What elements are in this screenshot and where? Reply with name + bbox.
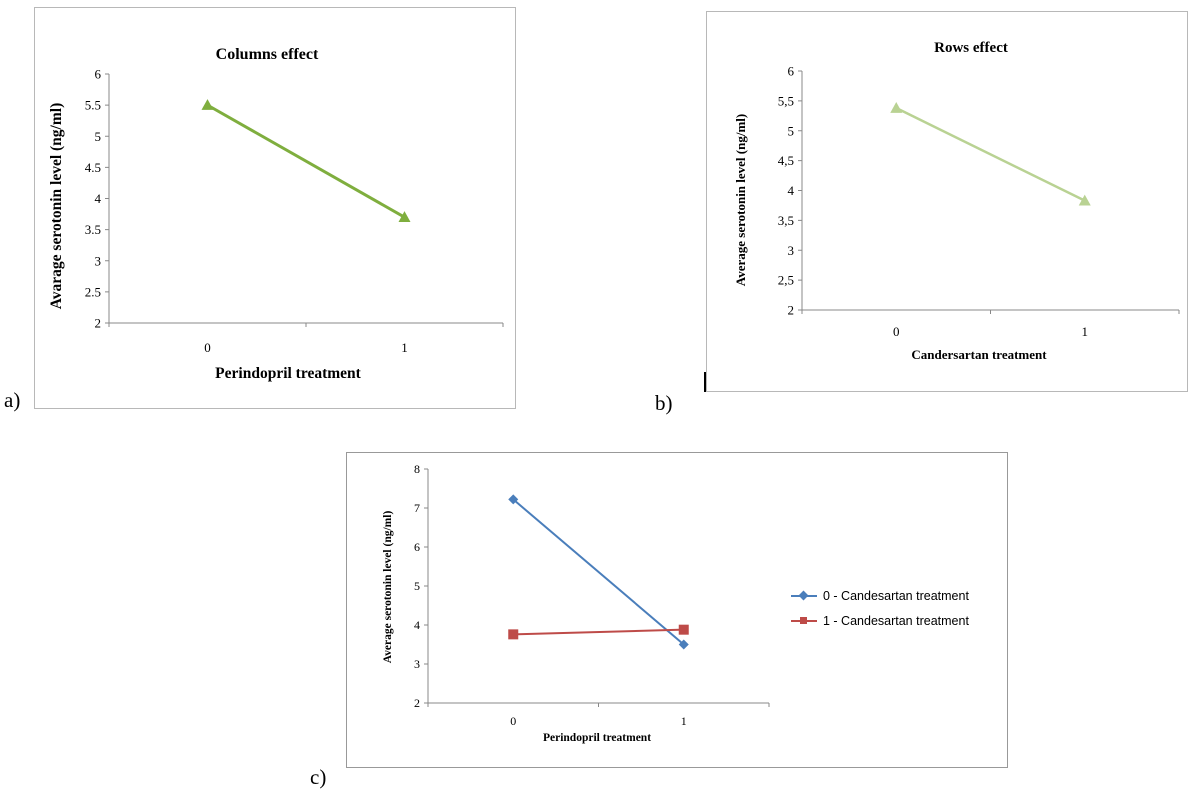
x-tick-label: 1 bbox=[1082, 324, 1089, 339]
panel-label-a: a) bbox=[4, 388, 21, 412]
y-tick-label: 2,5 bbox=[778, 273, 794, 288]
x-tick-label: 1 bbox=[401, 340, 408, 355]
y-tick-label: 2 bbox=[414, 696, 420, 710]
chart-panel-c: 2 3 4 5 6 7 8 0 1 Perindopril treatment Average se… bbox=[346, 452, 1008, 768]
y-tick-label: 2 bbox=[788, 303, 795, 318]
y-tick-label: 4.5 bbox=[85, 160, 101, 175]
panel-label-c: c) bbox=[310, 765, 327, 789]
y-tick-label: 7 bbox=[414, 501, 420, 515]
data-point-0 bbox=[678, 639, 689, 650]
x-tick-label: 0 bbox=[510, 714, 516, 728]
x-axis-label: Perindopril treatment bbox=[543, 732, 651, 744]
data-point-0 bbox=[890, 102, 903, 113]
series-line-0 bbox=[895, 106, 1086, 202]
y-tick-label: 3 bbox=[414, 657, 420, 671]
panel-edge-mark bbox=[704, 372, 706, 392]
y-tick-label: 5 bbox=[414, 579, 420, 593]
y-tick-label: 2 bbox=[95, 316, 102, 331]
chart-legend: 0 - Candesartan treatment 1 - Candesarta… bbox=[791, 586, 969, 636]
x-axis-label: Candersartan treatment bbox=[911, 347, 1047, 362]
data-point-1 bbox=[678, 624, 689, 635]
x-tick-label: 1 bbox=[681, 714, 687, 728]
columns-effect-chart: Columns effect 2 2.5 3 3.5 4 4.5 5 5.5 6 0 1 Perindo… bbox=[48, 46, 504, 382]
data-point-0 bbox=[398, 211, 411, 222]
y-tick-label: 3,5 bbox=[778, 213, 794, 228]
y-tick-label: 5,5 bbox=[778, 93, 794, 108]
legend-label-0: 0 - Candesartan treatment bbox=[823, 589, 969, 603]
y-axis-label: Average serotonin level (ng/ml) bbox=[733, 114, 748, 286]
data-point-0 bbox=[1078, 194, 1091, 206]
legend-label-1: 1 - Candesartan treatment bbox=[823, 614, 969, 628]
y-tick-label: 4 bbox=[95, 191, 102, 206]
y-tick-label: 5 bbox=[95, 129, 102, 144]
y-tick-label: 5.5 bbox=[85, 98, 101, 113]
diamond-marker-icon bbox=[798, 590, 809, 601]
data-point-1 bbox=[508, 629, 519, 640]
y-tick-label: 4 bbox=[788, 183, 795, 198]
y-tick-label: 3.5 bbox=[85, 222, 101, 237]
chart-panel-a: Columns effect 2 2.5 3 3.5 4 4.5 5 5.5 6 0 1 Perindo… bbox=[34, 7, 516, 409]
y-tick-label: 8 bbox=[414, 462, 420, 476]
data-point-0 bbox=[201, 99, 214, 110]
y-axis-label: Avarage serotonin level (ng/ml) bbox=[48, 103, 65, 310]
x-tick-label: 0 bbox=[204, 340, 211, 355]
y-axis-label: Average serotonin level (ng/ml) bbox=[382, 511, 394, 664]
y-tick-label: 6 bbox=[414, 540, 420, 554]
square-marker-icon bbox=[800, 617, 807, 624]
x-axis-label: Perindopril treatment bbox=[215, 365, 361, 382]
data-point-0 bbox=[508, 494, 519, 505]
interaction-chart: 2 3 4 5 6 7 8 0 1 Perindopril treatment Average se… bbox=[382, 462, 770, 744]
y-tick-label: 4,5 bbox=[778, 153, 794, 168]
y-tick-label: 5 bbox=[788, 123, 795, 138]
chart-title: Columns effect bbox=[216, 46, 319, 63]
x-tick-label: 0 bbox=[893, 324, 900, 339]
y-tick-label: 4 bbox=[414, 618, 420, 632]
legend-item-1: 1 - Candesartan treatment bbox=[791, 611, 969, 631]
y-tick-label: 2.5 bbox=[85, 284, 101, 299]
series-line-0 bbox=[206, 103, 406, 219]
series-line-1 bbox=[513, 628, 684, 636]
y-tick-label: 6 bbox=[95, 67, 102, 82]
rows-effect-chart: Rows effect 2 2,5 3 3,5 4 4,5 5 5,5 6 0 1 Candersart… bbox=[733, 40, 1180, 362]
legend-item-0: 0 - Candesartan treatment bbox=[791, 586, 969, 606]
chart-title: Rows effect bbox=[934, 40, 1008, 56]
y-tick-label: 3 bbox=[788, 243, 795, 258]
y-tick-label: 3 bbox=[95, 253, 102, 268]
chart-panel-b: Rows effect 2 2,5 3 3,5 4 4,5 5 5,5 6 0 1 Candersart… bbox=[706, 11, 1188, 392]
series-line-0 bbox=[512, 498, 685, 646]
legend-swatch-0 bbox=[791, 590, 817, 601]
legend-swatch-1 bbox=[791, 617, 817, 624]
y-tick-label: 6 bbox=[788, 64, 795, 79]
panel-label-b: b) bbox=[655, 391, 673, 415]
